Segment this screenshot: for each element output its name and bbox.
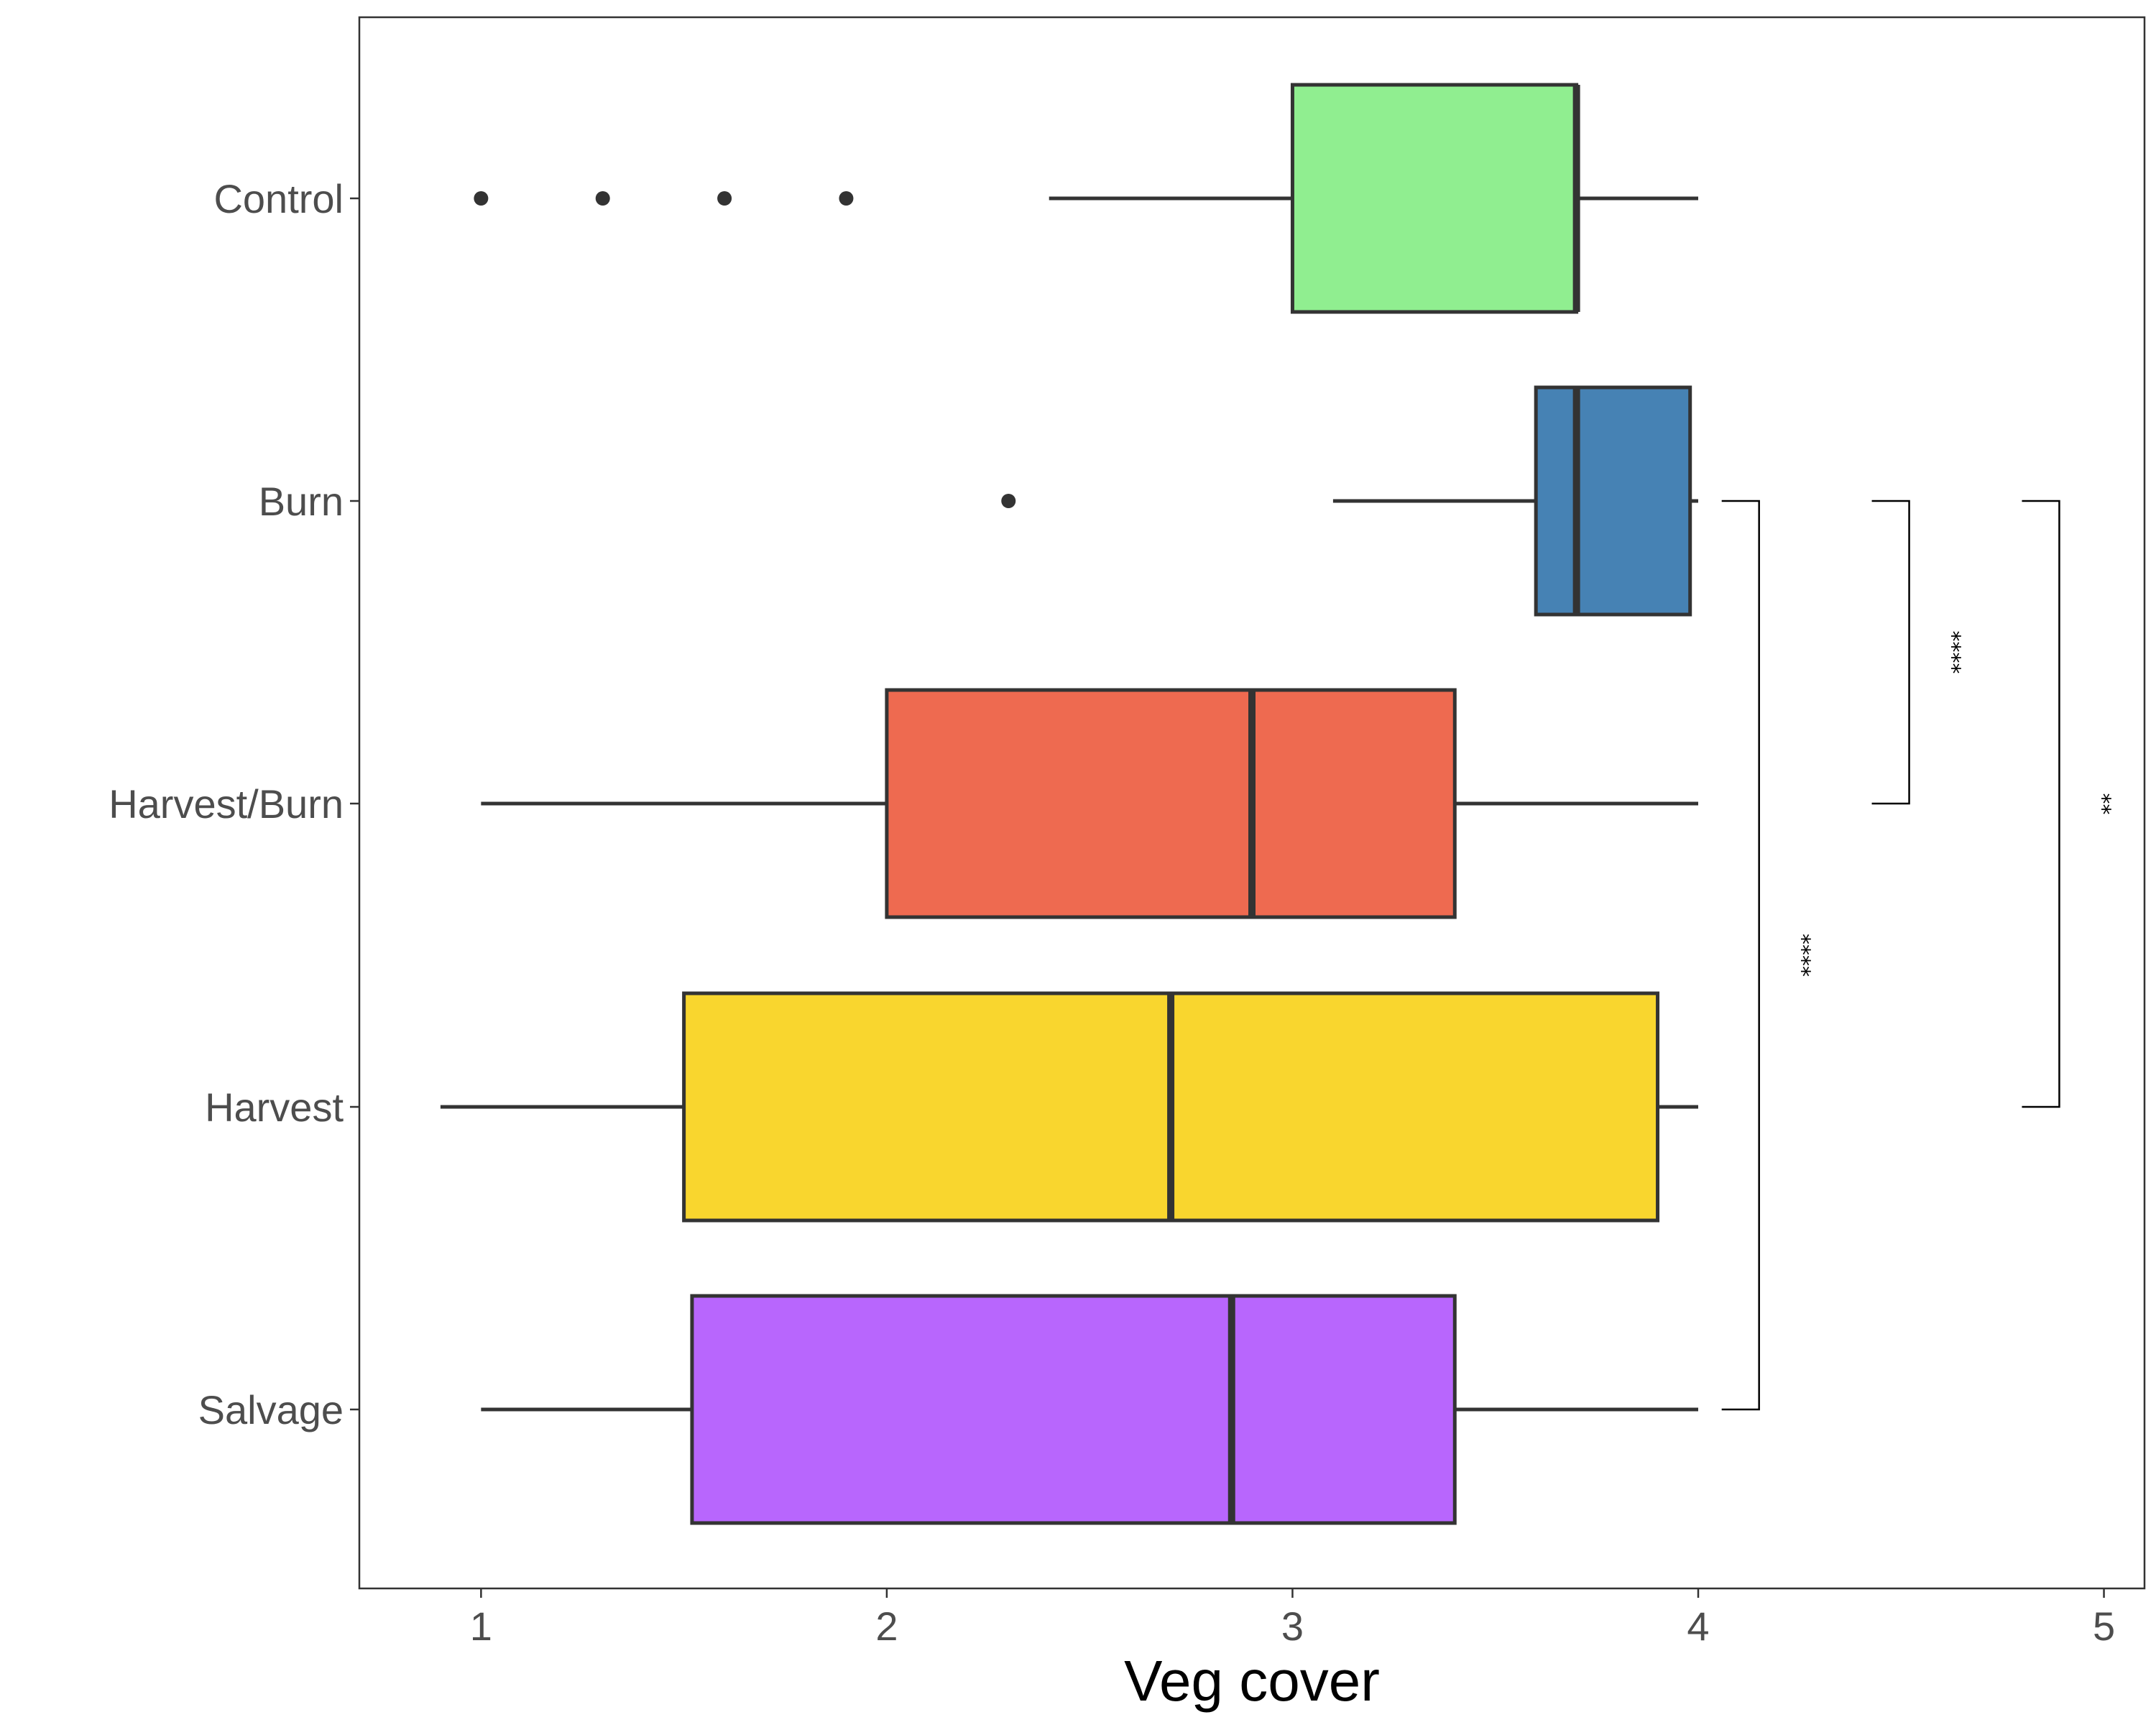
box-group-salvage <box>481 1294 1698 1525</box>
box-group-harvest-burn <box>481 688 1698 919</box>
box-control <box>1290 83 1579 314</box>
significance-line-2 <box>1871 500 1910 805</box>
outlier-control-3 <box>717 191 732 206</box>
box-harvest-burn <box>885 688 1457 919</box>
outlier-burn-1 <box>1001 494 1016 508</box>
significance-bracket-1: **** <box>1721 500 1815 1411</box>
outlier-control-1 <box>474 191 489 206</box>
x-tick-label-2: 2 <box>875 1604 898 1649</box>
significance-label-1: **** <box>1789 934 1815 977</box>
y-tick-label-control: Control <box>213 176 344 221</box>
x-tick-label-4: 4 <box>1687 1604 1709 1649</box>
y-axis: Control Burn Harvest/Burn Harvest Salvage <box>109 176 359 1432</box>
x-axis: 1 2 3 4 5 <box>470 1588 2115 1649</box>
x-tick-label-1: 1 <box>470 1604 492 1649</box>
significance-label-3: ** <box>2089 794 2114 815</box>
y-tick-label-burn: Burn <box>259 479 344 524</box>
box-group-burn <box>1001 385 1698 617</box>
significance-line-1 <box>1721 500 1760 1411</box>
significance-line-3 <box>2022 500 2060 1108</box>
significance-label-2: **** <box>1940 631 1965 674</box>
y-tick-label-harvest: Harvest <box>205 1085 344 1130</box>
chart-marks: ********** <box>440 83 2114 1525</box>
significance-bracket-2: **** <box>1871 500 1965 805</box>
box-salvage <box>690 1294 1457 1525</box>
outlier-control-2 <box>595 191 610 206</box>
significance-bracket-3: ** <box>2022 500 2114 1108</box>
box-group-control <box>474 83 1698 314</box>
box-burn <box>1534 385 1692 617</box>
box-group-harvest <box>440 991 1698 1223</box>
x-tick-label-5: 5 <box>2093 1604 2115 1649</box>
y-tick-label-salvage: Salvage <box>198 1387 344 1432</box>
outlier-control-4 <box>839 191 854 206</box>
y-tick-label-harvest-burn: Harvest/Burn <box>109 781 344 827</box>
x-axis-title: Veg cover <box>1124 1649 1380 1713</box>
x-tick-label-3: 3 <box>1281 1604 1304 1649</box>
